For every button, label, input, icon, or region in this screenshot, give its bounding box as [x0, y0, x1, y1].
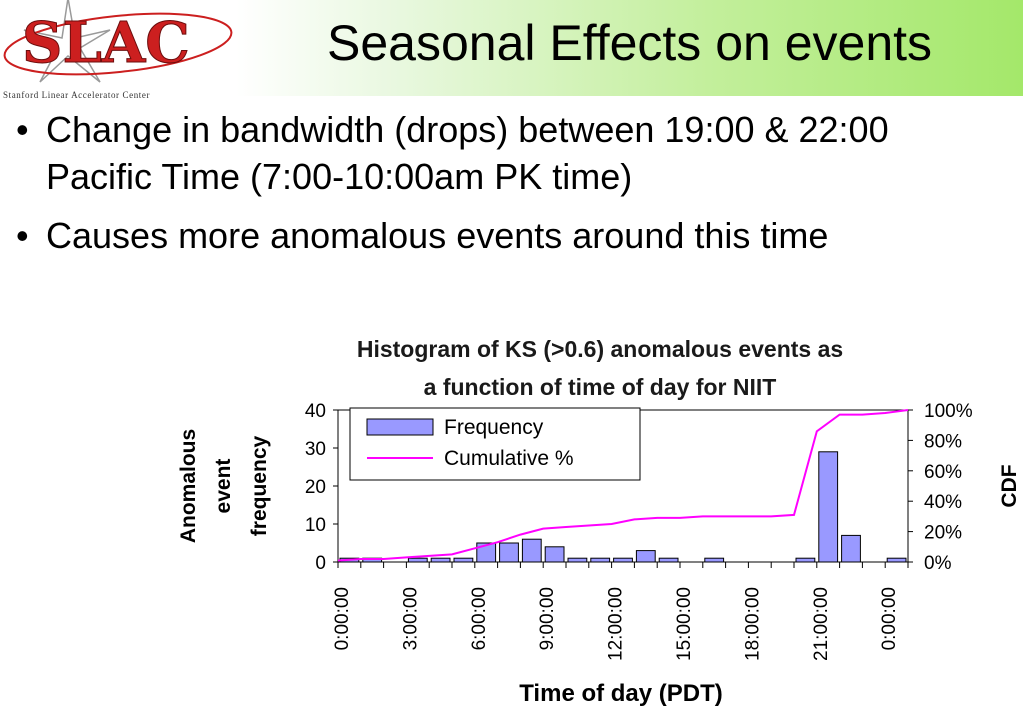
cdf-line	[337, 409, 909, 562]
x-tick-label: 0:00:00	[879, 587, 900, 650]
frequency-bar	[544, 546, 565, 563]
y2-axis-label: CDF	[998, 464, 1021, 507]
y2-tick-label: 40%	[924, 492, 962, 513]
frequency-bar	[407, 557, 428, 563]
chart-labels: Anomalous event frequency CDF Time of day (P…	[177, 429, 1021, 707]
chart-bars	[339, 451, 907, 563]
y-axis-label-line: frequency	[248, 436, 271, 537]
x-tick-label: 18:00:00	[742, 587, 763, 661]
bullet-item: Change in bandwidth (drops) between 19:0…	[16, 106, 996, 200]
x-tick-label: 15:00:00	[674, 587, 695, 661]
header-band	[236, 0, 1023, 96]
y-tick-label: 40	[305, 401, 326, 422]
bullet-list: Change in bandwidth (drops) between 19:0…	[16, 106, 996, 271]
x-tick-label: 6:00:00	[469, 587, 490, 650]
logo-subtitle: Stanford Linear Accelerator Center	[3, 90, 150, 100]
chart-title: Histogram of KS (>0.6) anomalous events …	[357, 336, 843, 400]
y-tick-label: 10	[305, 515, 326, 536]
frequency-bar	[886, 557, 907, 563]
x-tick-label: 12:00:00	[606, 587, 627, 661]
logo-wordmark: SLAC	[22, 10, 190, 76]
y2-tick-label: 60%	[924, 462, 962, 483]
slac-logo: SLAC Stanford Linear Accelerator Center	[3, 0, 233, 100]
frequency-bar	[453, 557, 474, 563]
chart-title-line: Histogram of KS (>0.6) anomalous events …	[357, 336, 843, 362]
frequency-bar	[841, 534, 861, 563]
slide-title: Seasonal Effects on events	[326, 15, 933, 71]
x-tick-label: 21:00:00	[811, 587, 832, 661]
cdf-line-group	[337, 409, 909, 562]
x-axis-label: Time of day (PDT)	[519, 680, 723, 707]
frequency-bar	[704, 557, 725, 563]
logo-orbit-ring	[3, 12, 233, 76]
legend-label-cumulative: Cumulative %	[444, 447, 574, 470]
y-tick-label: 0	[315, 553, 326, 574]
frequency-bar	[818, 451, 839, 563]
y-axis-label-line: event	[212, 459, 235, 514]
x-tick-label: 0:00:00	[332, 587, 353, 650]
frequency-bar	[521, 538, 542, 563]
y-axis-label-line: Anomalous	[177, 429, 200, 543]
frequency-bar	[430, 557, 451, 563]
chart-axes: 0 10 20 30 40 0% 20% 40% 60% 80% 100% 0:00:00 3:00:0…	[305, 401, 973, 661]
frequency-bar	[499, 542, 519, 563]
y-tick-label: 30	[305, 439, 326, 460]
frequency-bar	[590, 557, 611, 563]
frequency-bar	[795, 557, 816, 563]
y2-tick-label: 0%	[924, 553, 952, 574]
y2-tick-label: 80%	[924, 431, 962, 452]
x-tick-label: 9:00:00	[537, 587, 558, 650]
chart-legend: Frequency Cumulative %	[349, 407, 641, 481]
legend-swatch-frequency	[366, 418, 434, 436]
y-tick-label: 20	[305, 477, 326, 498]
bullet-item: Causes more anomalous events around this…	[16, 212, 996, 259]
frequency-bar	[476, 542, 497, 563]
y2-tick-label: 100%	[924, 401, 973, 422]
legend-label-frequency: Frequency	[444, 416, 544, 439]
x-tick-label: 3:00:00	[400, 587, 421, 650]
chart-title-line: a function of time of day for NIIT	[424, 374, 777, 400]
frequency-bar	[567, 557, 588, 563]
frequency-bar	[658, 557, 679, 563]
frequency-bar	[635, 550, 656, 563]
y2-tick-label: 20%	[924, 523, 962, 544]
frequency-bar	[613, 557, 633, 563]
